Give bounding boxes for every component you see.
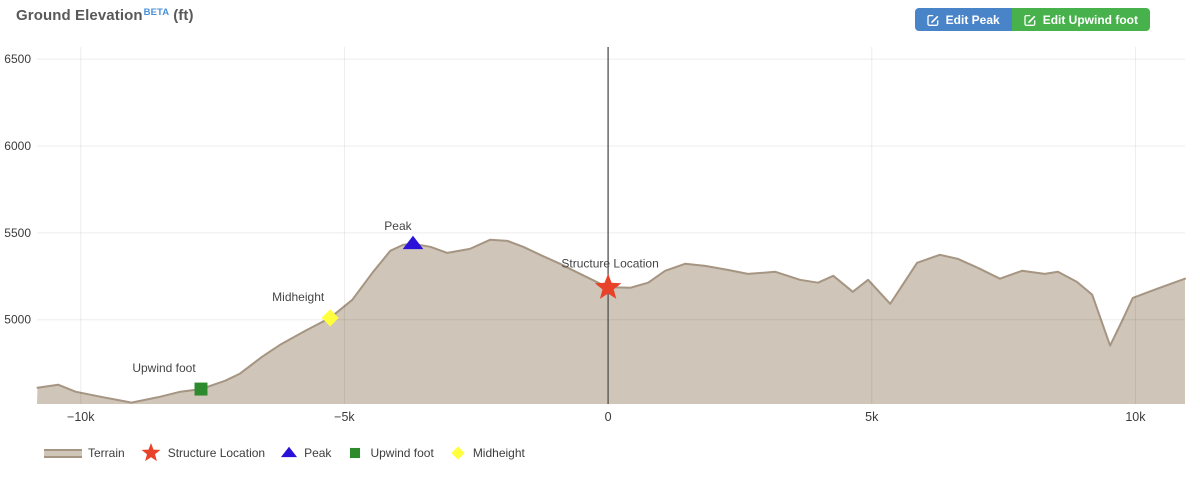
marker-midheight[interactable] [321,309,339,327]
y-tick-label: 6500 [4,52,31,66]
y-tick-label: 5500 [4,226,31,240]
legend-label: Structure Location [167,446,266,460]
edit-upwind-foot-button[interactable]: Edit Upwind foot [1011,8,1150,31]
elevation-chart-canvas[interactable]: 5000 5500 6000 6500 −10k −5k 0 5k 10k Structure L… [0,0,1200,435]
midheight-swatch-icon [451,446,465,460]
edit-icon [1024,14,1036,26]
x-tick-label: −10k [67,410,95,424]
legend-label: Upwind foot [370,446,434,460]
gridlines: 5000 5500 6000 6500 −10k −5k 0 5k 10k [4,47,1185,424]
legend-item-peak[interactable]: Peak [280,443,331,463]
y-tick-label: 6000 [4,139,31,153]
x-tick-label: −5k [334,410,355,424]
edit-icon [927,14,939,26]
annotation-peak-label: Peak [384,219,412,233]
beta-badge: BETA [143,7,170,18]
annotation-midheight-label: Midheight [272,290,325,304]
legend-label: Terrain [88,446,125,460]
annotation-structure-location-label: Structure Location [561,257,658,271]
legend-item-terrain[interactable]: Terrain [44,446,125,460]
annotation-upwind-foot-label: Upwind foot [132,361,196,375]
upwind-foot-swatch-icon [350,447,361,459]
peak-swatch-icon [281,446,298,458]
legend-item-upwind-foot[interactable]: Upwind foot [346,443,434,463]
edit-upwind-foot-label: Edit Upwind foot [1042,12,1138,27]
page-title: Ground ElevationBETA (ft) [16,7,194,24]
legend-item-structure-location[interactable]: Structure Location [140,443,265,463]
structure-location-swatch-icon [141,443,161,462]
title-text: Ground Elevation [16,7,143,24]
chart-legend: Terrain Structure Location Peak Upwind foot… [44,443,525,463]
x-tick-label: 10k [1125,410,1146,424]
title-unit: (ft) [173,7,194,24]
edit-button-group: Edit Peak Edit Upwind foot [914,8,1150,31]
edit-peak-button[interactable]: Edit Peak [914,8,1012,31]
legend-label: Midheight [472,446,525,460]
marker-upwind-foot[interactable] [194,382,208,396]
terrain-swatch [44,448,82,458]
legend-item-midheight[interactable]: Midheight [449,443,525,463]
edit-peak-label: Edit Peak [945,12,1000,27]
x-tick-label: 0 [605,410,612,424]
y-tick-label: 5000 [4,313,31,327]
x-tick-label: 5k [865,410,879,424]
legend-label: Peak [304,446,332,460]
marker-peak[interactable] [402,235,424,250]
marker-structure-location[interactable] [594,273,622,299]
